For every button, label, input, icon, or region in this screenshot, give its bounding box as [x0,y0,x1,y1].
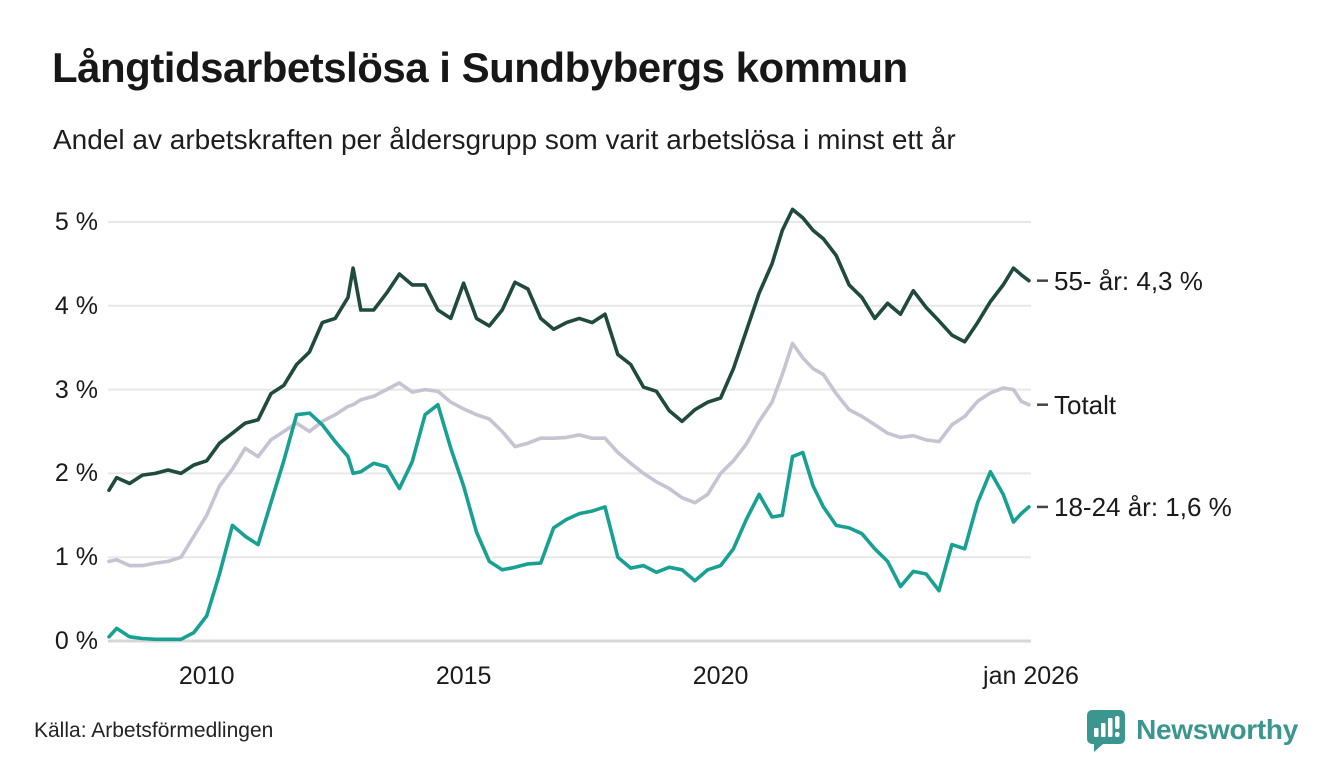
series-end-label-1: Totalt [1054,389,1117,420]
y-axis-label-3%: 3 % [54,375,98,404]
page-subtitle: Andel av arbetskraften per åldersgrupp s… [53,124,956,155]
x-axis-label-2010: 2010 [178,662,235,690]
x-axis-label-2020: 2020 [692,662,749,690]
series-end-label-0: 55- år: 4,3 % [1054,265,1203,296]
y-axis-label-1%: 1 % [54,543,98,572]
y-axis-label-0%: 0 % [54,627,98,655]
y-axis-label-2%: 2 % [54,459,98,488]
brand-name: Newsworthy [1136,714,1298,745]
y-axis-label-4%: 4 % [54,291,98,320]
y-axis-label-5%: 5 % [54,208,98,236]
series-end-label-2: 18-24 år: 1,6 % [1054,491,1232,522]
source-note: Källa: Arbetsförmedlingen [34,719,274,742]
page-title: Långtidsarbetslösa i Sundbybergs kommun [52,44,908,91]
brand-footer: Newsworthy [1086,708,1298,752]
newsworthy-logo-icon [1087,710,1126,752]
series-line-1 [107,341,1031,568]
x-axis-label-jan2026: jan 2026 [983,662,1079,690]
x-axis-label-2015: 2015 [435,662,492,690]
series-line-2 [107,402,1031,642]
series-line-0 [107,207,1031,493]
